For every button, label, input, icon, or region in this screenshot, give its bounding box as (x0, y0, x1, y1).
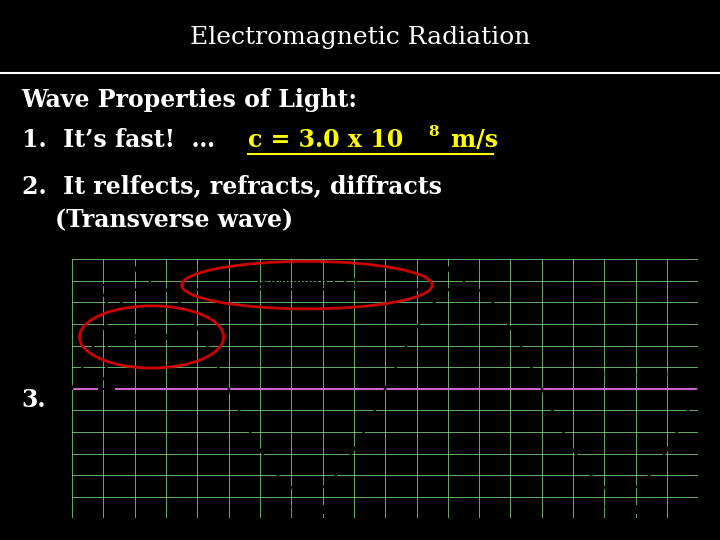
Text: Trough: Trough (598, 505, 643, 516)
Text: c = 3.0 x 10: c = 3.0 x 10 (248, 129, 404, 152)
Text: (Transverse wave): (Transverse wave) (22, 208, 293, 232)
Text: Equilibrium position: Equilibrium position (581, 373, 689, 382)
Text: Wave Properties of Light:: Wave Properties of Light: (22, 88, 358, 112)
Text: Trough: Trough (284, 505, 329, 516)
Text: 1.  It’s fast!  …: 1. It’s fast! … (22, 129, 215, 152)
Text: 2.  It relfects, refracts, diffracts: 2. It relfects, refracts, diffracts (22, 174, 441, 198)
Text: Amplitude: Amplitude (118, 332, 183, 342)
Text: 8: 8 (428, 125, 439, 139)
Text: Wavelength ( λ ): Wavelength ( λ ) (256, 276, 359, 288)
Text: Electromagnetic Radiation: Electromagnetic Radiation (190, 26, 530, 49)
Text: Crest: Crest (447, 264, 480, 275)
Text: 3.: 3. (22, 388, 46, 411)
Text: Crest: Crest (134, 264, 167, 275)
Text: m/s: m/s (443, 129, 498, 152)
